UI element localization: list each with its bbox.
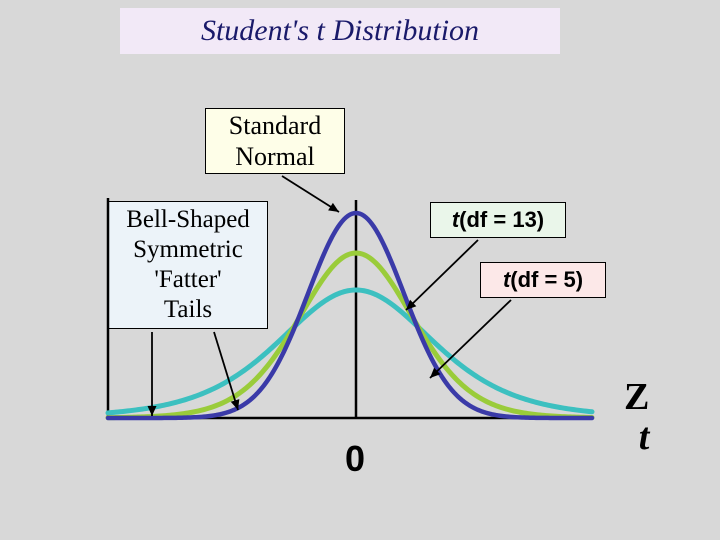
curve-t-df5 (108, 290, 592, 413)
label-standard-normal: Standard Normal (205, 108, 345, 174)
curve-t-df13 (108, 253, 592, 418)
distribution-plot (90, 178, 598, 430)
curve-normal (108, 213, 592, 418)
page-title: Student's t Distribution (201, 14, 479, 47)
title-banner: Student's t Distribution (120, 8, 560, 54)
axis-zero-label: 0 (345, 438, 365, 480)
z-t-label: Z t (624, 378, 649, 458)
